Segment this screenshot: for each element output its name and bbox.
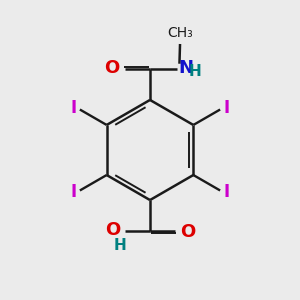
Text: H: H xyxy=(113,238,126,253)
Text: I: I xyxy=(224,99,230,117)
Text: I: I xyxy=(70,99,76,117)
Text: I: I xyxy=(224,183,230,201)
Text: I: I xyxy=(70,183,76,201)
Text: O: O xyxy=(104,59,120,77)
Text: H: H xyxy=(189,64,202,79)
Text: CH₃: CH₃ xyxy=(167,26,193,40)
Text: N: N xyxy=(178,59,193,77)
Text: O: O xyxy=(180,223,195,241)
Text: O: O xyxy=(105,221,121,239)
